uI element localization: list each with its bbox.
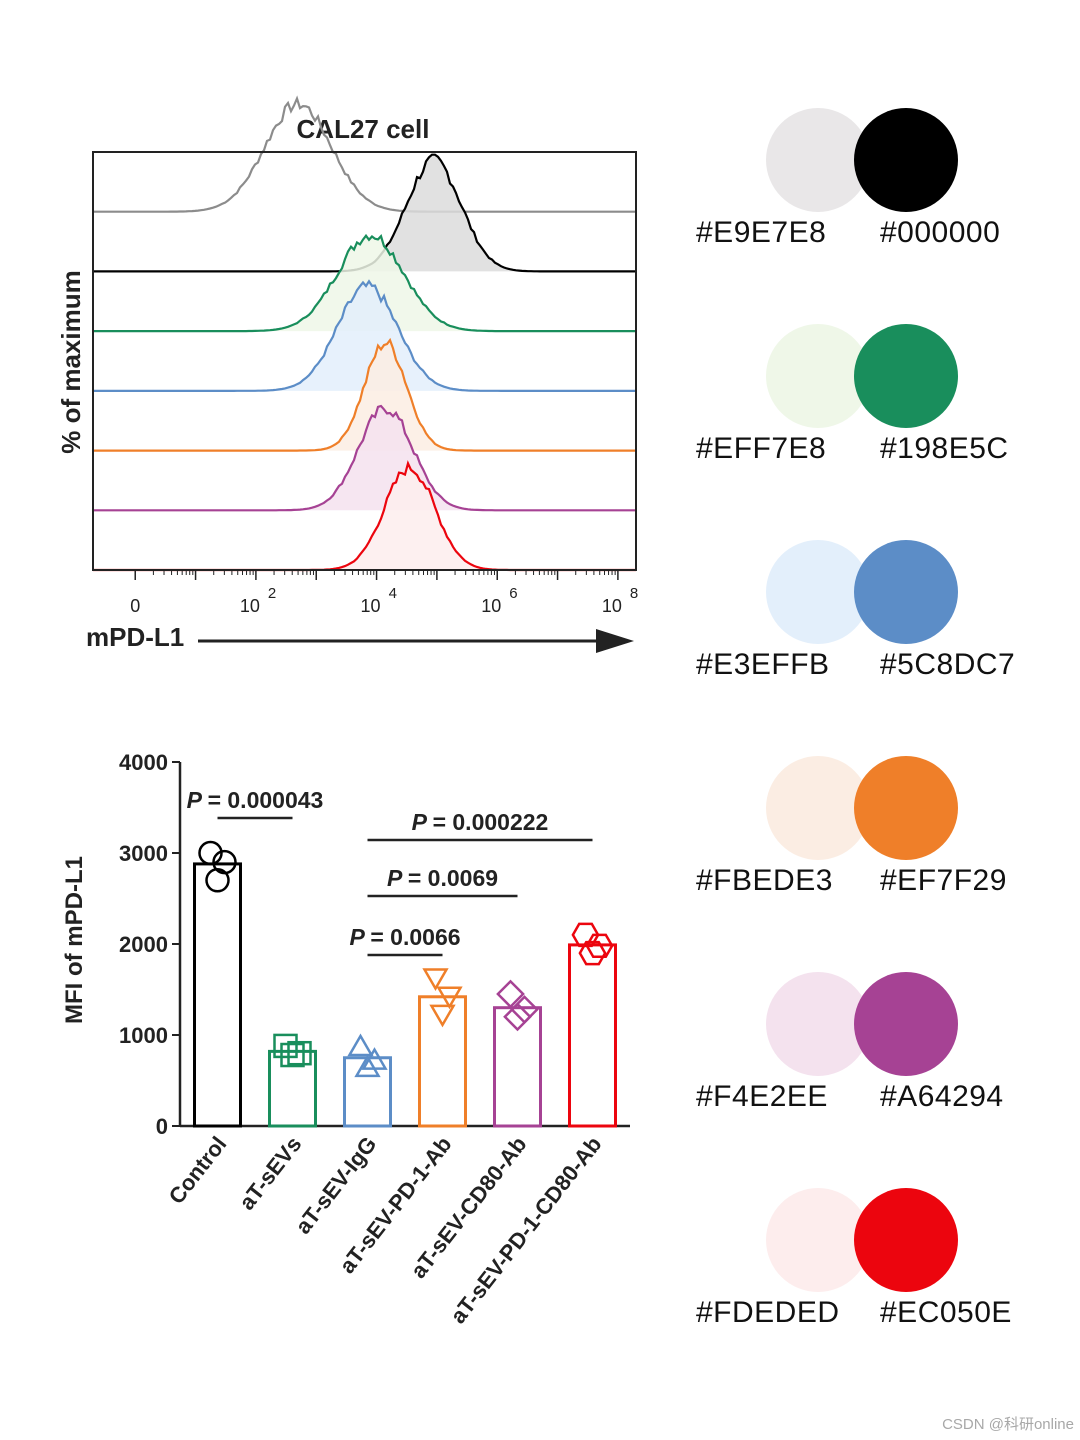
bar-4 — [493, 1006, 542, 1128]
bar-point — [205, 868, 230, 893]
bar-point — [585, 933, 614, 959]
light-hex-label: #E3EFFB — [696, 648, 830, 681]
histogram-fill-4 — [93, 340, 636, 451]
swatch-pair-5: #FDEDED #EC050E — [690, 1188, 1030, 1388]
significance-label: P = 0.000043 — [187, 787, 324, 813]
bar-point — [503, 1002, 532, 1032]
bar-5 — [568, 943, 617, 1128]
bar-point — [198, 840, 223, 866]
swatch-pair-0: #E9E7E8 #000000 — [690, 108, 1030, 308]
bar-category-labels: Control aT-sEVsaT-sEV-IgGaT-sEV-PD-1-AbaT… — [164, 1132, 607, 1329]
histogram-tick-label: 10 — [361, 596, 381, 616]
histogram-x-label: mPD-L1 — [86, 622, 184, 652]
dark-hex-label: #000000 — [880, 216, 1001, 249]
histogram-tick-exponent: 8 — [630, 585, 638, 602]
light-hex-label: #FDEDED — [696, 1296, 840, 1329]
bar-y-tick-label: 3000 — [119, 841, 168, 866]
bar-y-tick-label: 1000 — [119, 1023, 168, 1048]
light-swatch — [766, 540, 870, 644]
dark-swatch — [854, 756, 958, 860]
x-axis-arrow-head — [596, 629, 634, 653]
histogram-tick-exponent: 4 — [389, 585, 397, 602]
dark-hex-label: #EF7F29 — [880, 864, 1007, 897]
dark-hex-label: #5C8DC7 — [880, 648, 1016, 681]
dark-hex-label: #198E5C — [880, 432, 1009, 465]
histogram-y-label: % of maximum — [56, 270, 86, 454]
bar-point — [496, 979, 525, 1009]
bar-point — [347, 1033, 374, 1057]
swatch-pair-3: #FBEDE3 #EF7F29 — [690, 756, 1030, 956]
histogram-line-3 — [93, 279, 636, 392]
bar-point — [429, 1004, 456, 1028]
light-swatch — [766, 972, 870, 1076]
light-hex-label: #F4E2EE — [696, 1080, 828, 1113]
histogram-line-2 — [93, 233, 636, 333]
significance-label: P = 0.0066 — [349, 924, 460, 950]
bar-y-tick-label: 2000 — [119, 932, 168, 957]
histogram-fill-3 — [93, 281, 636, 391]
dark-swatch — [854, 972, 958, 1076]
significance-label: P = 0.0069 — [387, 865, 498, 891]
dark-swatch — [854, 108, 958, 212]
bar-point — [287, 1040, 312, 1066]
light-hex-label: #EFF7E8 — [696, 432, 827, 465]
bar-y-tick-label: 0 — [156, 1114, 168, 1139]
histogram-tick-label: 10 — [481, 596, 501, 616]
swatch-pair-2: #E3EFFB #5C8DC7 — [690, 540, 1030, 740]
histogram-tick-exponent: 6 — [509, 585, 517, 602]
swatch-pair-1: #EFF7E8 #198E5C — [690, 324, 1030, 524]
bar-y-label: MFI of mPD-L1 — [61, 856, 88, 1024]
bar-point — [280, 1042, 305, 1068]
dark-hex-label: #A64294 — [880, 1080, 1004, 1113]
light-swatch — [766, 756, 870, 860]
histogram-tick-exponent: 2 — [268, 585, 276, 602]
histogram-tick-label: 10 — [240, 596, 260, 616]
bar-point — [354, 1054, 381, 1078]
light-swatch — [766, 1188, 870, 1292]
bar-point — [273, 1033, 298, 1059]
bar-point — [436, 986, 463, 1010]
histogram-line-4 — [93, 337, 636, 452]
dark-hex-label: #EC050E — [880, 1296, 1012, 1329]
bar-0 — [193, 862, 242, 1128]
bar-point — [422, 968, 449, 991]
bar-y-axis: 0 1000 2000 3000 4000 — [119, 750, 630, 1139]
histogram-tick-label: 10 — [602, 596, 622, 616]
histogram-tick-label: 0 — [130, 596, 140, 616]
light-hex-label: #E9E7E8 — [696, 216, 827, 249]
bar-point — [578, 940, 607, 966]
dark-swatch — [854, 324, 958, 428]
bar-1 — [268, 1049, 317, 1128]
bar-category-label: aT-sEVs — [234, 1132, 306, 1215]
histogram-frame — [92, 151, 637, 571]
bar-series-group — [193, 840, 617, 1128]
bar-chart: MFI of mPD-L1 0 1000 2000 3000 4000 P = 0.00… — [61, 750, 630, 1329]
bar-3 — [418, 995, 467, 1128]
swatch-pair-4: #F4E2EE #A64294 — [690, 972, 1030, 1172]
dark-swatch — [854, 540, 958, 644]
dark-swatch — [854, 1188, 958, 1292]
light-swatch — [766, 324, 870, 428]
histogram-line-0 — [93, 95, 636, 213]
significance-label: P = 0.000222 — [412, 809, 549, 835]
bar-category-label: Control — [164, 1132, 232, 1209]
light-swatch — [766, 108, 870, 212]
light-hex-label: #FBEDE3 — [696, 864, 833, 897]
bar-y-tick-label: 4000 — [119, 750, 168, 775]
significance-annotations: P = 0.000043 P = 0.000222 P = 0.0069 P = 0.… — [187, 787, 593, 957]
bar-category-label: aT-sEV-PD-1-CD80-Ab — [445, 1132, 606, 1329]
histogram-x-ticks: 0 10 2 10 4 10 6 10 8 — [130, 570, 638, 616]
watermark: CSDN @科研online — [942, 1416, 1074, 1433]
histogram-line-5 — [93, 404, 636, 512]
histogram-fill-5 — [93, 406, 636, 511]
bar-point — [571, 922, 600, 948]
